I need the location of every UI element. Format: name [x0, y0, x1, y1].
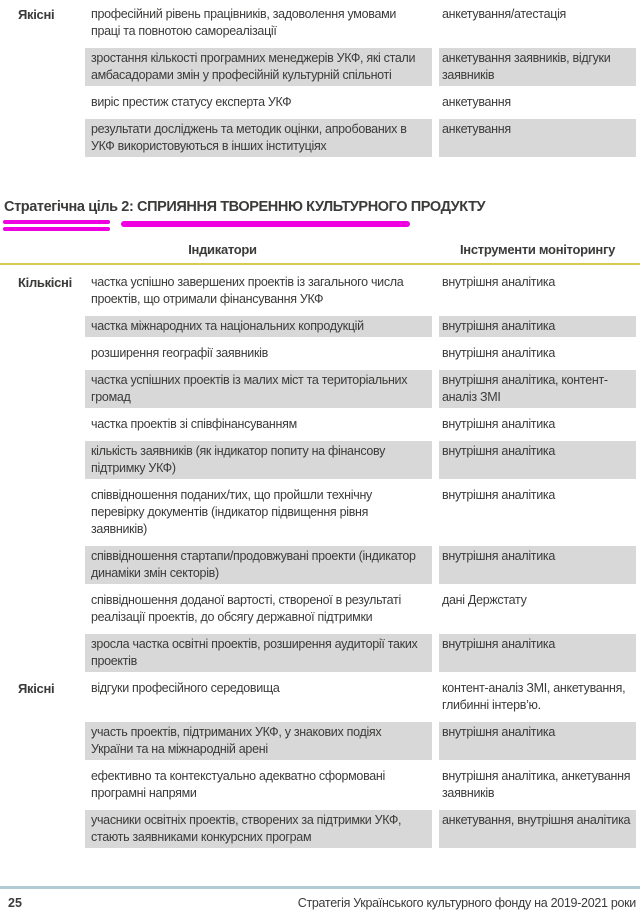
- footer-row: 25 Стратегія Українського культурного фо…: [0, 889, 640, 910]
- table-row: участь проектів, підтриманих УКФ, у знак…: [0, 722, 640, 760]
- column-header-indicators: Індикатори: [188, 242, 257, 257]
- row-group-label: [0, 722, 85, 760]
- row-group-label: [0, 316, 85, 337]
- indicator-cell: частка успішно завершених проектів із за…: [91, 275, 404, 306]
- table-row: Якісні професійний рівень працівників, за…: [0, 4, 640, 42]
- indicator-cell: співвідношення доданої вартості, створен…: [91, 593, 401, 624]
- table-row: ефективно та контекстуально адекватно сф…: [0, 766, 640, 804]
- row-group-label: [0, 370, 85, 408]
- header-spacer: [0, 242, 85, 257]
- row-group-label: [0, 634, 85, 672]
- row-group-label: [0, 92, 85, 113]
- indicator-cell: участь проектів, підтриманих УКФ, у знак…: [85, 722, 432, 760]
- monitoring-tool-cell: внутрішня аналітика, контент-аналіз ЗМІ: [439, 370, 636, 408]
- row-group-label: [0, 590, 85, 628]
- row-group-label: [0, 119, 85, 157]
- indicator-cell: результати досліджень та методик оцінки,…: [85, 119, 432, 157]
- row-group-label: Кількісні: [18, 275, 72, 290]
- table-row: зросла частка освітні проектів, розширен…: [0, 634, 640, 672]
- table-row: частка міжнародних та національних копро…: [0, 316, 640, 337]
- indicator-cell: відгуки професійного середовища: [91, 681, 280, 695]
- section-heading-prefix: Стратегічна ціль 2:: [4, 199, 138, 215]
- row-group-label: [0, 546, 85, 584]
- table-row: Кількісні частка успішно завершених проек…: [0, 272, 640, 310]
- monitoring-tool-cell: внутрішня аналітика: [442, 275, 556, 289]
- row-group-label: [0, 48, 85, 86]
- monitoring-tool-cell: внутрішня аналітика: [442, 488, 556, 502]
- indicator-cell: виріс престиж статусу експерта УКФ: [91, 95, 292, 109]
- monitoring-tool-cell: анкетування, внутрішня аналітика: [439, 810, 636, 848]
- row-group-label: [0, 810, 85, 848]
- monitoring-tool-cell: внутрішня аналітика: [439, 634, 636, 672]
- monitoring-table-goal1-continued: Якісні професійний рівень працівників, за…: [0, 0, 640, 157]
- monitoring-table-goal2: Кількісні частка успішно завершених проек…: [0, 272, 640, 848]
- table-row: співвідношення доданої вартості, створен…: [0, 590, 640, 628]
- table-row: Якісні відгуки професійного середовища кон…: [0, 678, 640, 716]
- row-group-label: Якісні: [18, 7, 55, 22]
- section-heading: Стратегічна ціль 2: СПРИЯННЯ ТВОРЕННЮ КУ…: [4, 199, 640, 215]
- monitoring-tool-cell: анкетування заявників, відгуки заявників: [439, 48, 636, 86]
- table-row: учасники освітніх проектів, створених за…: [0, 810, 640, 848]
- table-row: частка проектів зі співфінансуванням внут…: [0, 414, 640, 435]
- indicator-cell: професійний рівень працівників, задоволе…: [91, 7, 397, 38]
- page-number: 25: [8, 896, 22, 910]
- monitoring-tool-cell: внутрішня аналітика: [439, 316, 636, 337]
- monitoring-tool-cell: контент-аналіз ЗМІ, анкетування, глибинн…: [442, 681, 626, 712]
- monitoring-tool-cell: анкетування/атестація: [442, 7, 567, 21]
- highlight-bar: [3, 220, 110, 224]
- highlight-underline-right: [121, 221, 410, 227]
- highlight-underline-left: [3, 220, 110, 234]
- indicator-cell: зросла частка освітні проектів, розширен…: [85, 634, 432, 672]
- teal-footer-rule: [0, 886, 640, 889]
- yellow-divider-rule: [0, 263, 640, 265]
- row-group-label: Якісні: [18, 681, 55, 696]
- indicator-cell: частка проектів зі співфінансуванням: [91, 417, 297, 431]
- monitoring-tool-cell: внутрішня аналітика, анкетування заявник…: [442, 769, 631, 800]
- monitoring-tool-cell: дані Держстату: [442, 593, 527, 607]
- table-header-row: Індикатори Інструменти моніторингу: [0, 242, 640, 257]
- indicator-cell: ефективно та контекстуально адекватно сф…: [91, 769, 386, 800]
- highlight-bar: [3, 227, 110, 231]
- indicator-cell: учасники освітніх проектів, створених за…: [85, 810, 432, 848]
- table-row: виріс престиж статусу експерта УКФ анкету…: [0, 92, 640, 113]
- indicator-cell: зростання кількості програмних менеджері…: [85, 48, 432, 86]
- indicator-cell: співвідношення стартапи/продовжувані про…: [85, 546, 432, 584]
- page-footer: 25 Стратегія Українського культурного фо…: [0, 886, 640, 910]
- monitoring-tool-cell: внутрішня аналітика: [439, 722, 636, 760]
- indicator-cell: частка міжнародних та національних копро…: [85, 316, 432, 337]
- table-row: співвідношення стартапи/продовжувані про…: [0, 546, 640, 584]
- table-row: співвідношення поданих/тих, що пройшли т…: [0, 485, 640, 540]
- monitoring-tool-cell: внутрішня аналітика: [439, 546, 636, 584]
- table-row: частка успішних проектів із малих міст т…: [0, 370, 640, 408]
- column-header-tools: Інструменти моніторингу: [459, 242, 616, 257]
- heading-underline-decor: [3, 220, 640, 237]
- indicator-cell: співвідношення поданих/тих, що пройшли т…: [91, 488, 372, 536]
- row-group-label: [0, 485, 85, 540]
- monitoring-tool-cell: анкетування: [442, 95, 511, 109]
- monitoring-tool-cell: внутрішня аналітика: [442, 346, 556, 360]
- row-group-label: [0, 414, 85, 435]
- indicator-cell: розширення географії заявників: [91, 346, 268, 360]
- table-row: кількість заявників (як індикатор попиту…: [0, 441, 640, 479]
- indicator-cell: кількість заявників (як індикатор попиту…: [85, 441, 432, 479]
- row-group-label: [0, 343, 85, 364]
- row-group-label: [0, 441, 85, 479]
- monitoring-tool-cell: анкетування: [439, 119, 636, 157]
- section-heading-title: СПРИЯННЯ ТВОРЕННЮ КУЛЬТУРНОГО ПРОДУКТУ: [137, 199, 486, 215]
- table-row: результати досліджень та методик оцінки,…: [0, 119, 640, 157]
- indicator-cell: частка успішних проектів із малих міст т…: [85, 370, 432, 408]
- monitoring-tool-cell: внутрішня аналітика: [442, 417, 556, 431]
- table-row: розширення географії заявників внутрішня …: [0, 343, 640, 364]
- table-row: зростання кількості програмних менеджері…: [0, 48, 640, 86]
- row-group-label: [0, 766, 85, 804]
- monitoring-tool-cell: внутрішня аналітика: [439, 441, 636, 479]
- footer-document-title: Стратегія Українського культурного фонду…: [297, 896, 637, 910]
